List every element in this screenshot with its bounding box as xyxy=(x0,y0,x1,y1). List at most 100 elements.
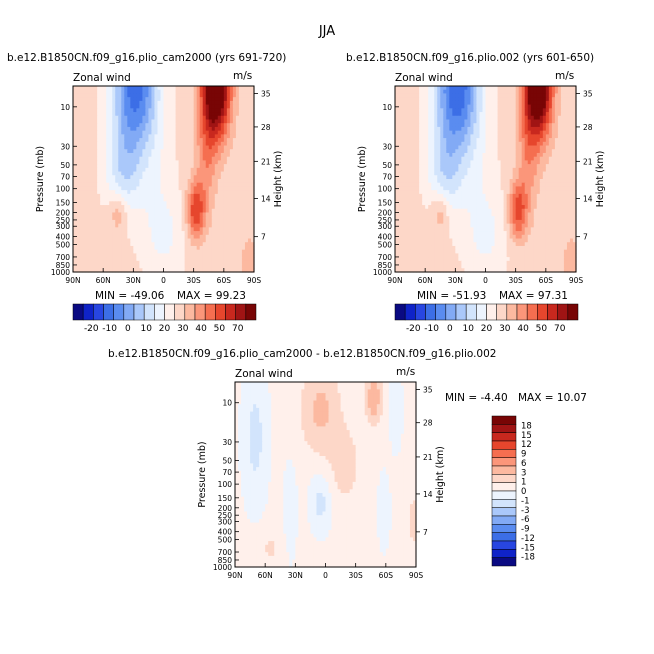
heatmap-cell xyxy=(163,171,168,176)
heatmap-cell xyxy=(488,141,493,147)
heatmap-cell xyxy=(196,238,201,243)
heatmap-cell xyxy=(193,89,198,95)
heatmap-cell xyxy=(157,100,162,106)
heatmap-cell xyxy=(497,193,502,199)
heatmap-cell xyxy=(566,119,571,124)
heatmap-cell xyxy=(151,238,156,243)
heatmap-cell xyxy=(121,104,125,109)
heatmap-cell xyxy=(551,145,556,150)
heatmap-cell xyxy=(133,212,137,217)
heatmap-cell xyxy=(136,115,140,121)
heatmap-cell xyxy=(470,138,475,143)
heatmap-cell xyxy=(103,171,107,176)
heatmap-cell xyxy=(431,156,435,161)
heatmap-cell xyxy=(238,212,243,217)
heatmap-cell xyxy=(497,126,502,132)
heatmap-cell xyxy=(124,245,128,251)
heatmap-cell xyxy=(94,89,98,95)
heatmap-cell xyxy=(226,249,231,254)
heatmap-cell xyxy=(106,249,110,254)
heatmap-cell xyxy=(238,231,243,236)
heatmap-cell xyxy=(551,89,556,95)
heatmap-cell xyxy=(82,175,86,180)
heatmap-cell xyxy=(157,208,162,214)
heatmap-cell xyxy=(100,145,104,150)
heatmap-cell xyxy=(172,104,177,109)
heatmap-cell xyxy=(247,186,252,191)
heatmap-cell xyxy=(241,86,246,91)
heatmap-cell xyxy=(229,100,234,106)
heatmap-cell xyxy=(545,167,550,173)
heatmap-cell xyxy=(512,126,517,132)
heatmap-cell xyxy=(181,223,186,228)
heatmap-cell xyxy=(190,238,195,243)
heatmap-cell xyxy=(410,86,414,91)
heatmap-cell xyxy=(211,167,216,173)
heatmap-cell xyxy=(220,100,225,106)
heatmap-cell xyxy=(446,160,450,165)
heatmap-cell xyxy=(220,108,225,113)
heatmap-cell xyxy=(85,100,89,106)
heatmap-cell xyxy=(542,134,547,139)
heatmap-cell xyxy=(175,86,180,91)
heatmap-cell xyxy=(148,112,153,117)
heatmap-cell xyxy=(79,219,83,225)
heatmap-cell xyxy=(506,97,511,102)
heatmap-cell xyxy=(232,141,237,147)
heatmap-cell xyxy=(476,160,481,165)
heatmap-cell xyxy=(127,160,131,165)
heatmap-cell xyxy=(145,93,150,98)
heatmap-cell xyxy=(127,190,131,195)
heatmap-cell xyxy=(142,164,146,169)
heatmap-cell xyxy=(566,112,571,117)
heatmap-cell xyxy=(175,134,180,139)
x-tick-label: 30N xyxy=(126,276,141,285)
heatmap-cell xyxy=(563,190,568,195)
heatmap-cell xyxy=(208,245,213,251)
heatmap-cell xyxy=(121,216,125,221)
heatmap-cell xyxy=(488,138,493,143)
heatmap-cell xyxy=(440,134,444,139)
heatmap-cell xyxy=(476,141,481,147)
heatmap-cell xyxy=(506,93,511,98)
heatmap-cell xyxy=(431,126,435,132)
heatmap-cell xyxy=(184,138,189,143)
heatmap-cell xyxy=(503,190,508,195)
heatmap-cell xyxy=(443,112,447,117)
heatmap-cell xyxy=(229,134,234,139)
heatmap-cell xyxy=(250,104,255,109)
heatmap-cell xyxy=(452,138,456,143)
heatmap-cell xyxy=(169,216,174,221)
heatmap-cell xyxy=(133,175,137,180)
heatmap-cell xyxy=(175,197,180,202)
heatmap-cell xyxy=(88,160,92,165)
heatmap-cell xyxy=(163,260,168,266)
heatmap-cell xyxy=(512,138,517,143)
heatmap-cell xyxy=(166,138,171,143)
heatmap-cell xyxy=(76,130,80,135)
heatmap-cell xyxy=(530,126,535,132)
heatmap-cell xyxy=(410,197,414,202)
heatmap-cell xyxy=(521,115,526,121)
heatmap-cell xyxy=(503,123,508,128)
heatmap-cell xyxy=(91,205,95,210)
heatmap-cell xyxy=(88,100,92,106)
heatmap-cell xyxy=(112,138,116,143)
heatmap-cell xyxy=(527,175,532,180)
heatmap-cell xyxy=(244,179,249,184)
heatmap-cell xyxy=(199,167,204,173)
heatmap-cell xyxy=(172,112,177,117)
heatmap-cell xyxy=(178,208,183,214)
heatmap-cell xyxy=(226,119,231,124)
heatmap-cell xyxy=(482,119,487,124)
heatmap-cell xyxy=(88,212,92,217)
heatmap-cell xyxy=(545,190,550,195)
heatmap-cell xyxy=(133,89,137,95)
heatmap-cell xyxy=(443,186,447,191)
heatmap-cell xyxy=(79,223,83,228)
heatmap-cell xyxy=(145,238,150,243)
heatmap-cell xyxy=(73,152,77,158)
heatmap-cell xyxy=(244,145,249,150)
heatmap-cell xyxy=(395,97,399,102)
heatmap-cell xyxy=(154,201,159,206)
